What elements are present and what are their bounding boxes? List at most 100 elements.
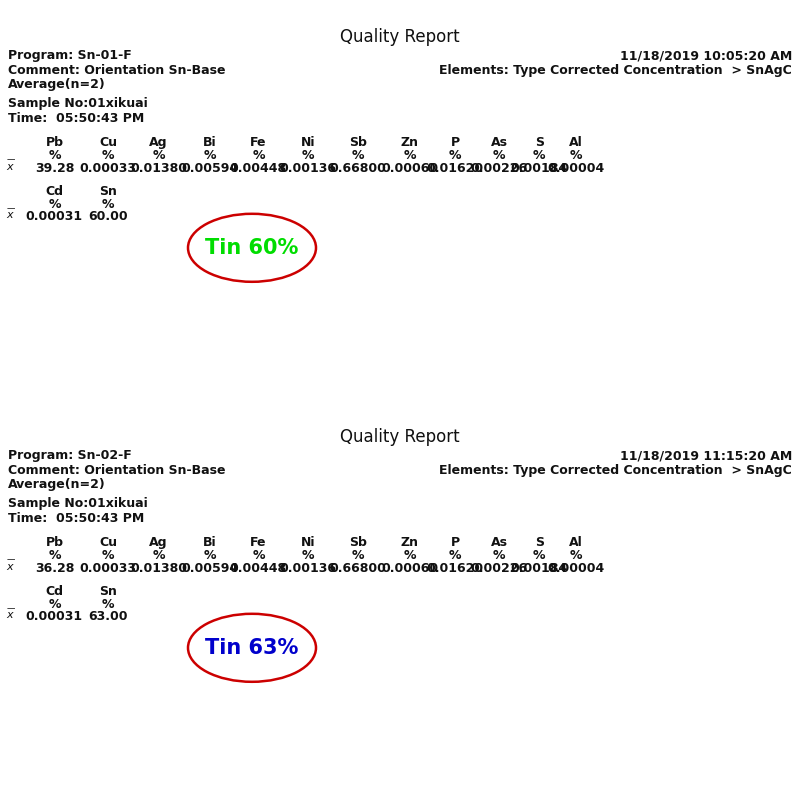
Text: 0.00004: 0.00004 bbox=[547, 562, 605, 575]
Text: Program: Sn-02-F: Program: Sn-02-F bbox=[8, 449, 132, 462]
Text: Sn: Sn bbox=[99, 585, 117, 598]
Text: 0.66800: 0.66800 bbox=[329, 562, 386, 575]
Text: 11/18/2019 11:15:20 AM: 11/18/2019 11:15:20 AM bbox=[620, 449, 792, 462]
Text: 0.01380: 0.01380 bbox=[130, 162, 187, 175]
Text: 0.00136: 0.00136 bbox=[279, 162, 337, 175]
Text: %: % bbox=[152, 549, 165, 562]
Text: %: % bbox=[493, 149, 506, 162]
Text: %: % bbox=[302, 149, 314, 162]
Text: Al: Al bbox=[569, 536, 583, 550]
Text: %: % bbox=[102, 198, 114, 210]
Text: %: % bbox=[403, 149, 416, 162]
Text: Zn: Zn bbox=[401, 136, 418, 150]
Text: %: % bbox=[48, 598, 61, 610]
Text: P: P bbox=[450, 536, 460, 550]
Text: 0.00031: 0.00031 bbox=[26, 610, 83, 623]
Text: —: — bbox=[6, 604, 14, 613]
Text: Tin 60%: Tin 60% bbox=[206, 238, 298, 258]
Text: Comment: Orientation Sn-Base: Comment: Orientation Sn-Base bbox=[8, 463, 226, 477]
Text: 0.00136: 0.00136 bbox=[279, 562, 337, 575]
Text: %: % bbox=[152, 149, 165, 162]
Text: —: — bbox=[6, 155, 14, 165]
Text: 0.00060: 0.00060 bbox=[381, 162, 438, 175]
Text: Ag: Ag bbox=[149, 136, 168, 150]
Text: 0.00594: 0.00594 bbox=[181, 562, 238, 575]
Text: Tin 63%: Tin 63% bbox=[206, 638, 298, 658]
Text: Fe: Fe bbox=[250, 536, 266, 550]
Text: 0.00594: 0.00594 bbox=[181, 162, 238, 175]
Text: 0.00033: 0.00033 bbox=[79, 562, 137, 575]
Text: 0.00184: 0.00184 bbox=[510, 562, 568, 575]
Text: P: P bbox=[450, 136, 460, 150]
Text: Pb: Pb bbox=[46, 536, 63, 550]
Text: %: % bbox=[48, 149, 61, 162]
Text: 0.00004: 0.00004 bbox=[547, 162, 605, 175]
Text: Average(n=2): Average(n=2) bbox=[8, 78, 106, 91]
Text: Sample No:01xikuai: Sample No:01xikuai bbox=[8, 498, 148, 510]
Text: 0.00448: 0.00448 bbox=[230, 562, 287, 575]
Text: 0.00226: 0.00226 bbox=[470, 162, 528, 175]
Text: Sample No:01xikuai: Sample No:01xikuai bbox=[8, 98, 148, 110]
Text: Ni: Ni bbox=[301, 536, 315, 550]
Text: %: % bbox=[252, 149, 265, 162]
Text: %: % bbox=[403, 549, 416, 562]
Text: %: % bbox=[493, 549, 506, 562]
Text: %: % bbox=[203, 549, 216, 562]
Text: Fe: Fe bbox=[250, 136, 266, 150]
Text: 36.28: 36.28 bbox=[34, 562, 74, 575]
Text: Bi: Bi bbox=[202, 536, 217, 550]
Text: Time:  05:50:43 PM: Time: 05:50:43 PM bbox=[8, 112, 144, 125]
Text: Sn: Sn bbox=[99, 185, 117, 198]
Text: %: % bbox=[302, 549, 314, 562]
Text: —: — bbox=[6, 204, 14, 213]
Text: Program: Sn-01-F: Program: Sn-01-F bbox=[8, 49, 132, 62]
Text: —: — bbox=[6, 555, 14, 565]
Text: Sb: Sb bbox=[349, 136, 366, 150]
Text: 0.00060: 0.00060 bbox=[381, 562, 438, 575]
Text: x: x bbox=[6, 562, 13, 572]
Text: Cu: Cu bbox=[99, 136, 117, 150]
Text: 63.00: 63.00 bbox=[88, 610, 128, 623]
Text: x: x bbox=[6, 210, 13, 221]
Text: %: % bbox=[570, 549, 582, 562]
Text: x: x bbox=[6, 610, 13, 621]
Text: 0.01620: 0.01620 bbox=[426, 162, 484, 175]
Text: %: % bbox=[102, 549, 114, 562]
Text: 0.00184: 0.00184 bbox=[510, 162, 568, 175]
Text: As: As bbox=[490, 536, 508, 550]
Text: %: % bbox=[48, 198, 61, 210]
Text: 0.01380: 0.01380 bbox=[130, 562, 187, 575]
Text: Cu: Cu bbox=[99, 536, 117, 550]
Text: Quality Report: Quality Report bbox=[340, 428, 460, 446]
Text: 0.00031: 0.00031 bbox=[26, 210, 83, 223]
Text: Cd: Cd bbox=[46, 185, 63, 198]
Text: Elements: Type Corrected Concentration  > SnAgC: Elements: Type Corrected Concentration >… bbox=[439, 463, 792, 477]
Text: %: % bbox=[570, 149, 582, 162]
Text: 39.28: 39.28 bbox=[34, 162, 74, 175]
Text: Elements: Type Corrected Concentration  > SnAgC: Elements: Type Corrected Concentration >… bbox=[439, 63, 792, 77]
Text: x: x bbox=[6, 162, 13, 172]
Text: 0.01620: 0.01620 bbox=[426, 562, 484, 575]
Text: Ag: Ag bbox=[149, 536, 168, 550]
Text: %: % bbox=[351, 549, 364, 562]
Text: Comment: Orientation Sn-Base: Comment: Orientation Sn-Base bbox=[8, 63, 226, 77]
Text: Al: Al bbox=[569, 136, 583, 150]
Text: Time:  05:50:43 PM: Time: 05:50:43 PM bbox=[8, 512, 144, 525]
Text: 60.00: 60.00 bbox=[88, 210, 128, 223]
Text: Pb: Pb bbox=[46, 136, 63, 150]
Text: Average(n=2): Average(n=2) bbox=[8, 478, 106, 491]
Text: 0.00226: 0.00226 bbox=[470, 562, 528, 575]
Text: Cd: Cd bbox=[46, 585, 63, 598]
Text: %: % bbox=[48, 549, 61, 562]
Text: 0.00033: 0.00033 bbox=[79, 162, 137, 175]
Text: %: % bbox=[102, 598, 114, 610]
Text: %: % bbox=[102, 149, 114, 162]
Text: As: As bbox=[490, 136, 508, 150]
Text: %: % bbox=[533, 549, 546, 562]
Text: 0.00448: 0.00448 bbox=[230, 162, 287, 175]
Text: %: % bbox=[351, 149, 364, 162]
Text: Quality Report: Quality Report bbox=[340, 28, 460, 46]
Text: %: % bbox=[533, 149, 546, 162]
Text: %: % bbox=[449, 549, 462, 562]
Text: Bi: Bi bbox=[202, 136, 217, 150]
